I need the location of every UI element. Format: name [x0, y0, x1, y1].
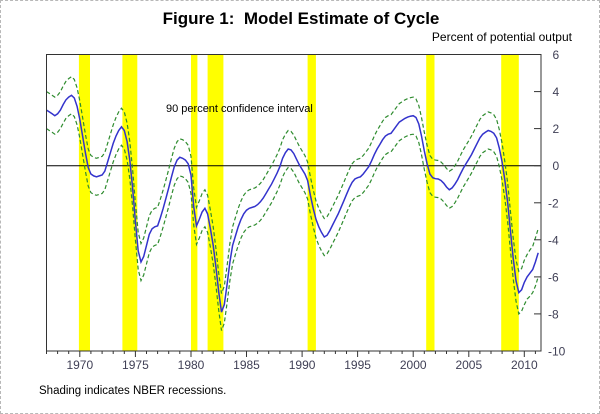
x-tick-label: 2005 — [455, 358, 482, 372]
recession-band — [501, 54, 519, 351]
x-tick-label: 1985 — [233, 358, 260, 372]
ci-upper-line — [46, 75, 539, 294]
x-tick-label: 2010 — [511, 358, 538, 372]
x-tick-label: 1975 — [122, 358, 149, 372]
recession-band — [426, 54, 435, 351]
x-tick-label: 1970 — [66, 358, 93, 372]
x-tick-label: 1980 — [178, 358, 205, 372]
recession-band — [122, 54, 138, 351]
recession-band — [191, 54, 198, 351]
x-axis-ticks — [46, 351, 536, 357]
y-tick-label: -2 — [548, 196, 559, 210]
recession-band — [207, 54, 224, 351]
recession-bands — [78, 54, 519, 351]
x-tick-label: 1995 — [344, 358, 371, 372]
y-tick-label: -4 — [548, 233, 559, 247]
y-tick-label: -8 — [548, 307, 559, 321]
figure-title: Figure 1: Model Estimate of Cycle — [162, 9, 440, 28]
x-tick-label: 2000 — [400, 358, 427, 372]
recession-shading-footnote: Shading indicates NBER recessions. — [39, 385, 227, 397]
x-axis-labels: 1970 1975 1980 1985 1990 1995 2000 2005 2010 — [66, 358, 538, 372]
plot-border — [46, 54, 542, 352]
ci-lower-line — [46, 113, 539, 331]
y-tick-label: -10 — [548, 345, 566, 359]
y-tick-label: 2 — [553, 122, 560, 136]
estimate-line — [46, 94, 539, 313]
confidence-interval-annotation: 90 percent confidence interval — [166, 103, 313, 115]
y-tick-label: -6 — [548, 270, 559, 284]
y-axis-ticks — [534, 54, 541, 352]
y-tick-label: 6 — [553, 48, 560, 62]
y-tick-label: 0 — [553, 159, 560, 173]
y-axis-labels: 6 4 2 0 -2 -4 -6 -8 -10 — [548, 48, 566, 359]
recession-band — [78, 54, 90, 351]
x-tick-label: 1990 — [289, 358, 316, 372]
y-tick-label: 4 — [553, 85, 560, 99]
y-axis-title: Percent of potential output — [431, 30, 572, 44]
